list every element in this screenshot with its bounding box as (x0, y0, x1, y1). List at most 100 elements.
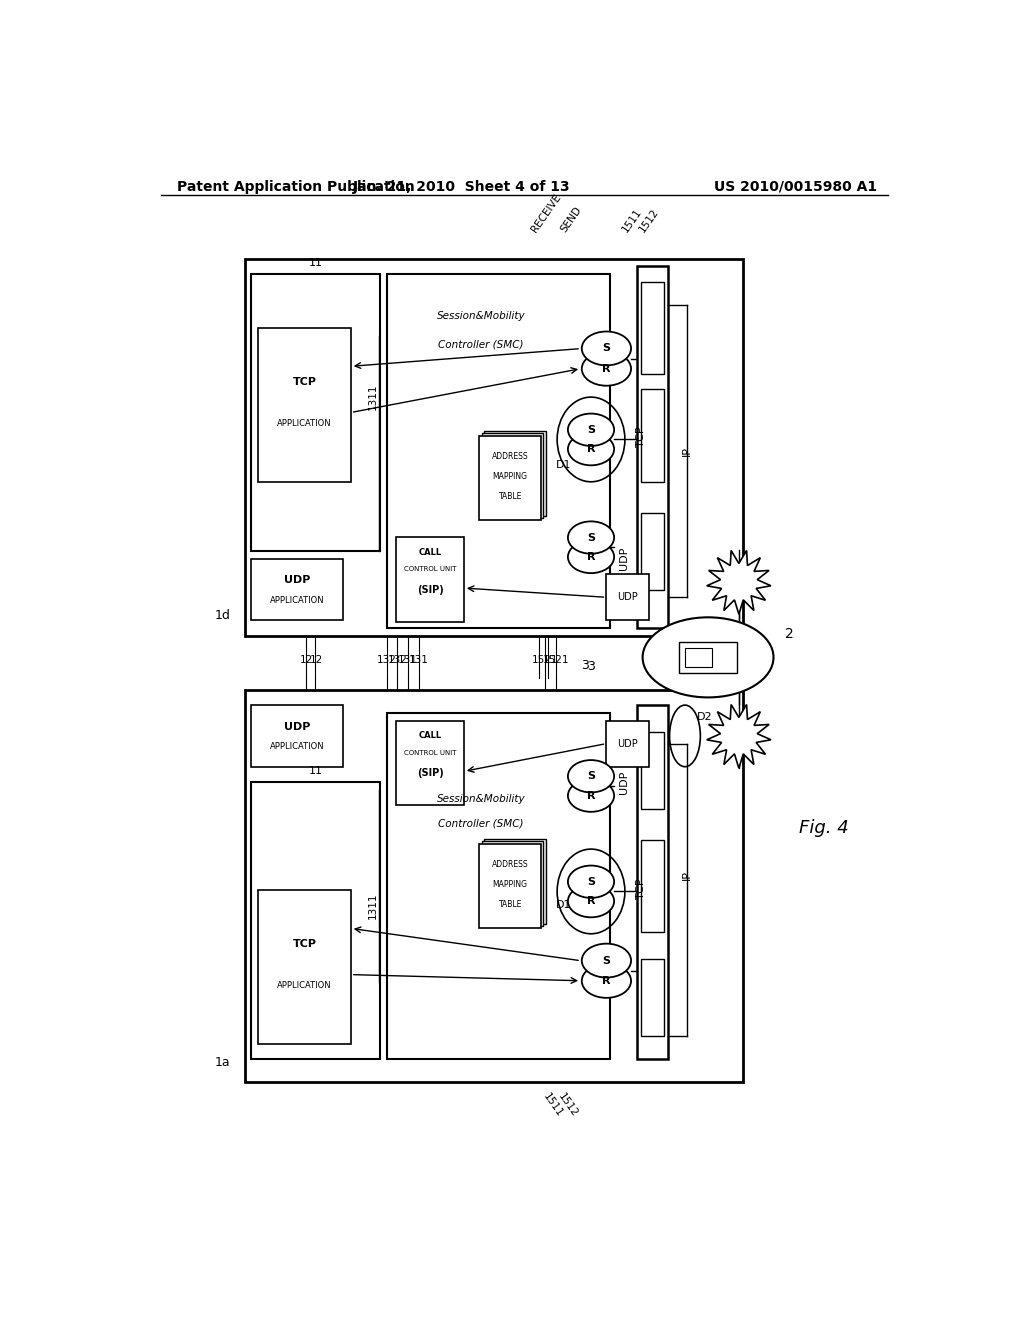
Ellipse shape (568, 413, 614, 446)
Bar (396, 537, 464, 622)
Text: R: R (587, 444, 595, 454)
Text: 1511: 1511 (621, 206, 644, 234)
Text: Session&Mobility: Session&Mobility (436, 312, 525, 321)
Ellipse shape (568, 521, 614, 553)
Bar (258, 890, 351, 1044)
Text: 11: 11 (308, 257, 323, 268)
Text: MAPPING: MAPPING (493, 880, 527, 888)
Text: 11: 11 (308, 766, 323, 776)
Bar (396, 721, 464, 805)
Bar (484, 840, 546, 924)
Polygon shape (707, 705, 771, 768)
Text: S: S (587, 876, 595, 887)
Text: CALL: CALL (419, 731, 441, 741)
Bar (641, 960, 665, 1036)
Text: S: S (587, 771, 595, 781)
Text: TCP: TCP (636, 426, 646, 447)
Text: 2: 2 (785, 627, 794, 642)
Bar (479, 843, 541, 928)
Text: D1: D1 (556, 900, 571, 911)
Bar (606, 574, 649, 620)
Text: 131: 131 (397, 655, 418, 665)
Text: CUT: CUT (728, 577, 750, 587)
Text: UDP: UDP (617, 593, 638, 602)
Text: CUT: CUT (728, 731, 750, 741)
Bar (641, 733, 665, 809)
Polygon shape (707, 550, 771, 614)
Text: SEND: SEND (559, 205, 584, 234)
Bar (606, 721, 649, 767)
Bar (637, 705, 668, 1059)
Text: R: R (587, 791, 595, 801)
Text: APPLICATION: APPLICATION (269, 597, 325, 605)
Bar (479, 436, 541, 520)
Text: (SIP): (SIP) (417, 768, 443, 777)
Text: Controller (SMC): Controller (SMC) (438, 339, 523, 350)
Text: R: R (587, 552, 595, 562)
Text: 1521: 1521 (543, 655, 569, 665)
Text: 1d: 1d (215, 609, 230, 622)
Text: (SIP): (SIP) (417, 585, 443, 595)
Text: IP: IP (682, 870, 692, 879)
Text: 1a: 1a (215, 1056, 230, 1069)
Ellipse shape (582, 964, 631, 998)
Ellipse shape (568, 866, 614, 898)
Text: D2: D2 (696, 711, 712, 722)
Text: 1521: 1521 (531, 655, 558, 665)
Text: UDP: UDP (620, 546, 629, 570)
Text: TABLE: TABLE (499, 900, 522, 909)
Bar (637, 267, 668, 628)
Bar (685, 648, 712, 667)
Bar (484, 430, 546, 516)
Text: 132: 132 (377, 655, 397, 665)
Ellipse shape (582, 331, 631, 366)
Text: 131: 131 (409, 655, 428, 665)
Text: S: S (587, 425, 595, 434)
Text: RECEIVE: RECEIVE (529, 191, 563, 234)
Text: S: S (602, 956, 610, 966)
Bar (258, 327, 351, 482)
Bar (641, 840, 665, 932)
Bar (251, 558, 343, 620)
Ellipse shape (568, 884, 614, 917)
Bar (387, 713, 610, 1059)
Text: TCP: TCP (293, 376, 316, 387)
Text: TCP: TCP (293, 939, 316, 949)
Text: Jan. 21, 2010  Sheet 4 of 13: Jan. 21, 2010 Sheet 4 of 13 (353, 180, 570, 194)
Text: 132: 132 (388, 655, 408, 665)
Text: Patent Application Publication: Patent Application Publication (177, 180, 415, 194)
Ellipse shape (582, 352, 631, 385)
Text: 1512: 1512 (556, 1092, 580, 1119)
Text: Session&Mobility: Session&Mobility (436, 795, 525, 804)
Bar (641, 512, 665, 590)
Text: TABLE: TABLE (499, 492, 522, 502)
Text: 3: 3 (581, 659, 589, 672)
Text: 3: 3 (587, 660, 595, 673)
Bar (481, 433, 544, 517)
Bar (481, 841, 544, 927)
Bar (641, 389, 665, 482)
Text: APPLICATION: APPLICATION (278, 981, 332, 990)
Text: 1512: 1512 (637, 206, 660, 234)
Text: UDP: UDP (284, 722, 310, 731)
Ellipse shape (568, 433, 614, 466)
Text: UDP: UDP (620, 771, 629, 793)
Bar (251, 705, 343, 767)
Bar (245, 689, 743, 1082)
Text: APPLICATION: APPLICATION (278, 418, 332, 428)
Ellipse shape (643, 618, 773, 697)
Text: APPLICATION: APPLICATION (269, 742, 325, 751)
Text: UDP: UDP (284, 576, 310, 585)
Bar (679, 642, 736, 673)
Ellipse shape (582, 944, 631, 978)
Bar (251, 275, 380, 552)
Text: CALL: CALL (419, 548, 441, 557)
Text: TCP: TCP (636, 878, 646, 899)
Text: R: R (602, 975, 610, 986)
Text: R: R (602, 364, 610, 374)
Text: CONTROL UNIT: CONTROL UNIT (403, 566, 457, 573)
Text: MAPPING: MAPPING (493, 471, 527, 480)
Text: 12: 12 (309, 655, 323, 665)
Ellipse shape (568, 541, 614, 573)
Text: Controller (SMC): Controller (SMC) (438, 818, 523, 829)
